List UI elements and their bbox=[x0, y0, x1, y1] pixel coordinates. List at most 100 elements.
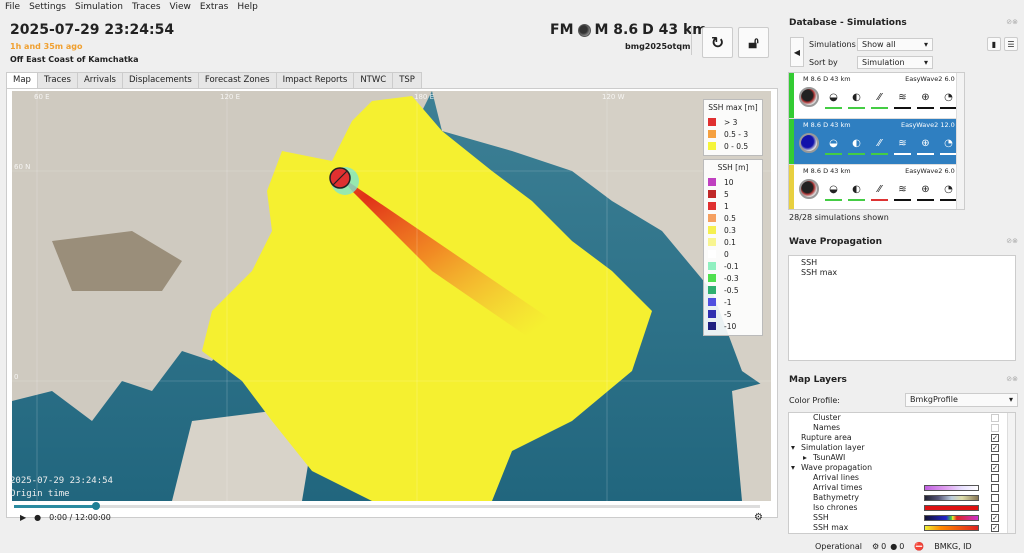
layer-checkbox[interactable] bbox=[991, 474, 999, 482]
menu-settings[interactable]: Settings bbox=[29, 2, 66, 12]
legend-title: SSH [m] bbox=[717, 163, 749, 172]
layer-checkbox[interactable]: ✓ bbox=[991, 464, 999, 472]
time-slider[interactable] bbox=[14, 502, 760, 510]
stop-icon[interactable]: ⛔ bbox=[914, 542, 925, 551]
tab-impact-reports[interactable]: Impact Reports bbox=[275, 72, 355, 88]
mechanism: FM bbox=[550, 22, 574, 38]
tab-traces[interactable]: Traces bbox=[36, 72, 78, 88]
legend-item: 5 bbox=[708, 188, 758, 200]
land-america bbox=[432, 91, 771, 391]
layer-row[interactable]: SSH ✓ bbox=[789, 513, 1015, 523]
layer-checkbox[interactable] bbox=[991, 424, 999, 432]
lock-button[interactable]: 🔓︎ bbox=[738, 27, 769, 58]
scrollbar[interactable] bbox=[956, 73, 964, 209]
layer-row[interactable]: Arrival times bbox=[789, 483, 1015, 493]
layer-checkbox[interactable] bbox=[991, 494, 999, 502]
legend-item: 0.5 - 3 bbox=[708, 128, 758, 140]
clock-icon: ● bbox=[890, 542, 898, 551]
status-bar-indicator bbox=[789, 73, 794, 118]
sortby-select[interactable]: Simulation ▾ bbox=[857, 56, 933, 69]
refresh-button[interactable]: ↻ bbox=[702, 27, 733, 58]
menu-file[interactable]: File bbox=[5, 2, 21, 12]
mechanism-icon: ◐ bbox=[848, 92, 865, 109]
tab-map[interactable]: Map bbox=[6, 72, 38, 88]
close-icon[interactable]: ⊘⊗ bbox=[1006, 237, 1018, 245]
layer-row[interactable]: SSH max ✓ bbox=[789, 523, 1015, 533]
expand-arrow-icon[interactable]: ▾ bbox=[791, 443, 795, 452]
list-item[interactable]: SSH bbox=[801, 258, 818, 267]
layer-checkbox[interactable] bbox=[991, 414, 999, 422]
layer-row[interactable]: ▸ TsunAWI bbox=[789, 453, 1015, 463]
inundation-icon: ≋ bbox=[894, 138, 911, 155]
menu-traces[interactable]: Traces bbox=[131, 2, 161, 12]
settings-gear-icon[interactable]: ⚙ bbox=[754, 512, 763, 523]
tsunami-ssh-max-high bbox=[340, 176, 612, 381]
clock-icon[interactable]: ● bbox=[34, 513, 42, 522]
scrollbar[interactable] bbox=[1007, 413, 1015, 533]
layer-label: Wave propagation bbox=[801, 463, 873, 472]
layer-checkbox[interactable]: ✓ bbox=[991, 524, 999, 532]
layer-row[interactable]: Rupture area ✓ bbox=[789, 433, 1015, 443]
timer-icon: ◔ bbox=[940, 92, 957, 109]
legend-label: 5 bbox=[724, 189, 729, 199]
layer-label: Arrival lines bbox=[813, 473, 859, 482]
tab-displacements[interactable]: Displacements bbox=[121, 72, 199, 88]
layer-label: Bathymetry bbox=[813, 493, 860, 502]
layer-row[interactable]: Names bbox=[789, 423, 1015, 433]
grid-label: 120 W bbox=[602, 93, 625, 101]
slider-handle[interactable] bbox=[92, 502, 101, 510]
menu-extras[interactable]: Extras bbox=[199, 2, 229, 12]
divider bbox=[691, 25, 692, 55]
tab-forecast-zones[interactable]: Forecast Zones bbox=[197, 72, 277, 88]
fault-icon: ⁄⁄ bbox=[871, 92, 888, 109]
layer-row[interactable]: Cluster bbox=[789, 413, 1015, 423]
location-icon: ⊕ bbox=[917, 138, 934, 155]
player-controls: ▶ ● 0:00 / 12:00:00 bbox=[20, 513, 111, 522]
list-item[interactable]: SSH max bbox=[801, 268, 838, 277]
layer-row[interactable]: ▾ Simulation layer ✓ bbox=[789, 443, 1015, 453]
play-icon[interactable]: ▶ bbox=[20, 513, 27, 522]
layer-checkbox[interactable] bbox=[991, 504, 999, 512]
layer-checkbox[interactable]: ✓ bbox=[991, 444, 999, 452]
tab-tsp[interactable]: TSP bbox=[392, 72, 422, 88]
close-icon[interactable]: ⊘⊗ bbox=[1006, 18, 1018, 26]
legend-item: -0.5 bbox=[708, 284, 758, 296]
fault-icon: ⁄⁄ bbox=[871, 184, 888, 201]
layer-checkbox[interactable]: ✓ bbox=[991, 434, 999, 442]
layer-checkbox[interactable] bbox=[991, 454, 999, 462]
layer-checkbox[interactable]: ✓ bbox=[991, 514, 999, 522]
simulation-count: 28/28 simulations shown bbox=[789, 213, 889, 222]
layer-row[interactable]: Bathymetry bbox=[789, 493, 1015, 503]
gear-icon: ⚙ bbox=[871, 542, 880, 551]
list-view-button[interactable]: ☰ bbox=[1004, 37, 1018, 51]
menu-help[interactable]: Help bbox=[237, 2, 258, 12]
wave-icon: ◒ bbox=[825, 184, 842, 201]
simulation-item[interactable]: M 8.6 D 43 km EasyWave2 12.0 h ◒ ◐ ⁄⁄ ≋ ⊕ ◔ bbox=[789, 119, 964, 165]
wave-icon: ◒ bbox=[825, 138, 842, 155]
layer-checkbox[interactable] bbox=[991, 484, 999, 492]
layer-row[interactable]: Iso chrones bbox=[789, 503, 1015, 513]
tab-arrivals[interactable]: Arrivals bbox=[76, 72, 123, 88]
simulation-item[interactable]: M 8.6 D 43 km EasyWave2 6.0 h ◒ ◐ ⁄⁄ ≋ ⊕ ◔ bbox=[789, 165, 964, 209]
map-canvas[interactable]: 60 E 120 E 180 E 120 W 60 N 0 bbox=[12, 91, 771, 501]
layer-row[interactable]: ▾ Wave propagation ✓ bbox=[789, 463, 1015, 473]
layers-header: Map Layers ⊘⊗ bbox=[783, 371, 1024, 389]
simulation-item[interactable]: M 8.6 D 43 km EasyWave2 6.0 h ◒ ◐ ⁄⁄ ≋ ⊕ ◔ bbox=[789, 73, 964, 119]
menu-simulation[interactable]: Simulation bbox=[74, 2, 123, 12]
mechanism-icon: ◐ bbox=[848, 184, 865, 201]
simulations-filter-select[interactable]: Show all ▾ bbox=[857, 38, 933, 51]
collapse-button[interactable]: ◀ bbox=[790, 37, 804, 67]
layer-row[interactable]: Arrival lines bbox=[789, 473, 1015, 483]
expand-arrow-icon[interactable]: ▾ bbox=[791, 463, 795, 472]
magnitude: M 8.6 bbox=[594, 22, 639, 38]
status-line bbox=[871, 152, 888, 155]
export-button[interactable]: ▮ bbox=[987, 37, 1001, 51]
menu-view[interactable]: View bbox=[169, 2, 191, 12]
expand-arrow-icon[interactable]: ▸ bbox=[803, 453, 807, 462]
close-icon[interactable]: ⊘⊗ bbox=[1006, 375, 1018, 383]
color-profile-select[interactable]: BmkgProfile ▾ bbox=[905, 393, 1018, 407]
tab-ntwc[interactable]: NTWC bbox=[353, 72, 394, 88]
beachball-icon bbox=[799, 179, 819, 199]
status-line bbox=[917, 198, 934, 201]
beachball-icon bbox=[799, 133, 819, 153]
